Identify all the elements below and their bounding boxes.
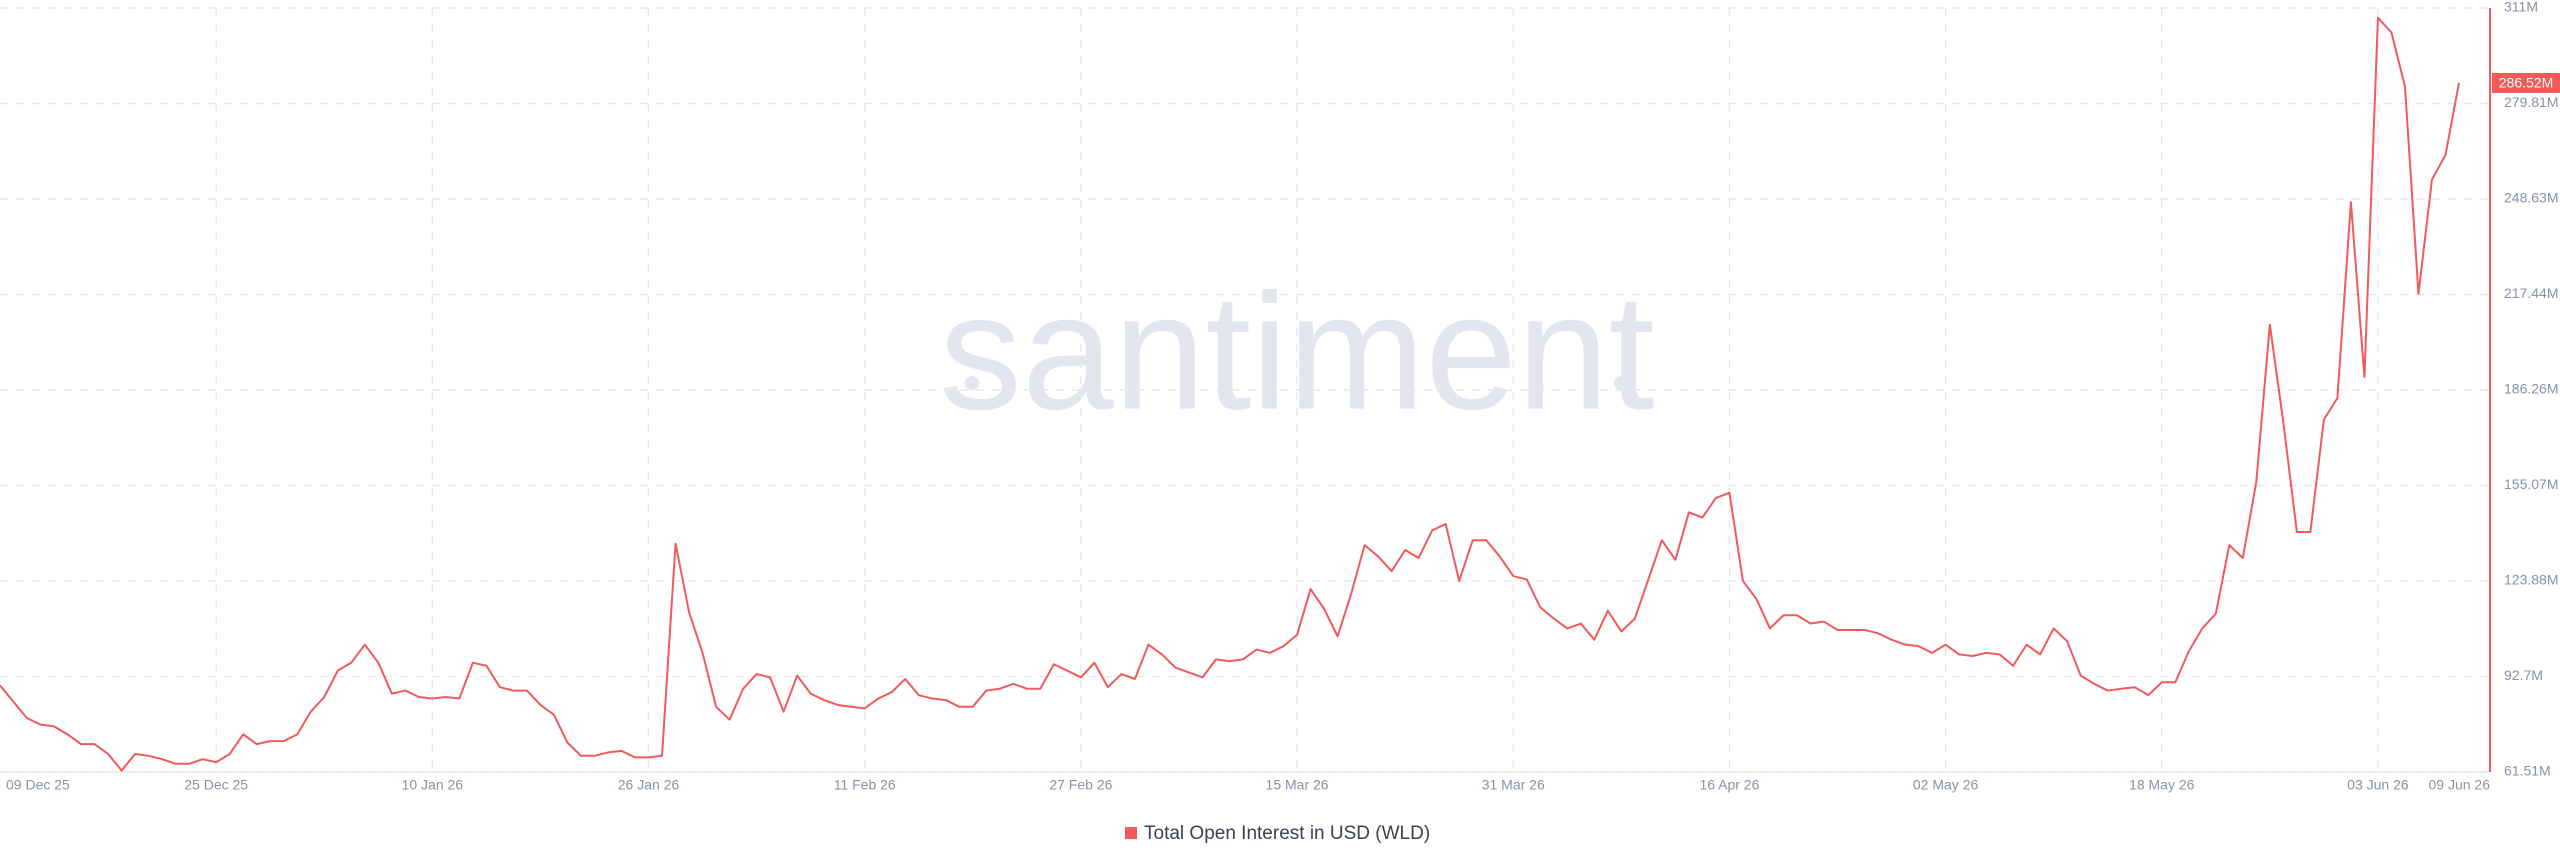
y-tick-label: 186.26M [2504,381,2558,397]
x-tick-label: 02 May 26 [1913,777,1979,793]
x-tick-label: 03 Jun 26 [2347,777,2409,793]
x-tick-label: 15 Mar 26 [1266,777,1329,793]
y-tick-label: 279.81M [2504,94,2558,110]
data-line [0,16,2460,772]
value-tag [2492,72,2560,93]
y-tick-label: 61.51M [2504,763,2551,779]
y-tick-label: 248.63M [2504,190,2558,206]
y-tick-label: 92.7M [2504,667,2543,683]
x-tick-label: 26 Jan 26 [618,777,680,793]
y-tick-label: 217.44M [2504,285,2558,301]
value-label: 286.52M [2499,75,2553,91]
x-tick-label: 18 May 26 [2129,777,2195,793]
x-tick-label: 31 Mar 26 [1482,777,1545,793]
watermark-dot [965,376,979,390]
y-tick-label: 123.88M [2504,572,2558,588]
x-tick-label: 09 Dec 25 [6,777,70,793]
x-tick-label: 10 Jan 26 [402,777,464,793]
x-tick-label: 09 Jun 26 [2429,777,2491,793]
y-tick-label: 155.07M [2504,476,2558,492]
x-tick-label: 16 Apr 26 [1699,777,1759,793]
y-tick-label: 311M [2504,0,2538,15]
x-tick-label: 11 Feb 26 [834,777,896,793]
legend-swatch [1125,827,1137,839]
watermark-dot [1614,376,1628,390]
legend-label: Total Open Interest in USD (WLD) [1144,823,1430,844]
x-tick-label: 25 Dec 25 [184,777,248,793]
x-tick-label: 27 Feb 26 [1049,777,1112,793]
